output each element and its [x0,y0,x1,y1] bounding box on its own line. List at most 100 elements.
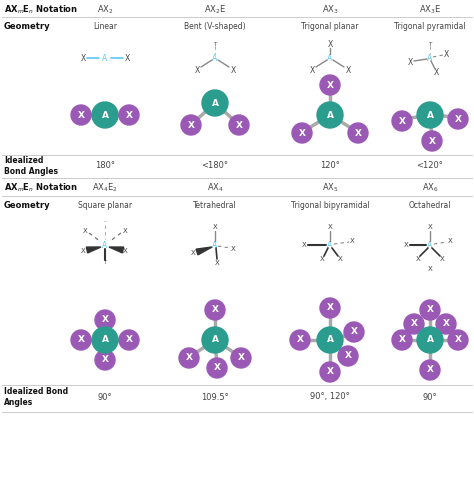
Circle shape [317,102,343,128]
Text: X: X [428,266,432,272]
Text: X: X [443,49,448,58]
Text: A: A [428,240,433,250]
Text: Tetrahedral: Tetrahedral [193,201,237,209]
Text: A: A [102,240,108,250]
Circle shape [119,330,139,350]
Text: X: X [299,128,306,137]
Text: X: X [126,111,133,119]
Text: X: X [337,256,342,262]
Text: Idealized Bond
Angles: Idealized Bond Angles [4,387,68,408]
Text: X: X [78,335,84,344]
Circle shape [422,131,442,151]
Text: X: X [447,238,452,244]
Text: ..: .. [103,218,107,224]
Circle shape [95,350,115,370]
Text: X: X [185,354,192,363]
Text: X: X [194,66,200,75]
Text: 90°: 90° [98,392,112,401]
Text: X: X [433,68,438,77]
Text: A: A [427,111,434,119]
Text: <120°: <120° [417,161,444,171]
Circle shape [392,330,412,350]
Text: X: X [213,224,218,230]
Circle shape [417,102,443,128]
Text: Trigonal planar: Trigonal planar [301,22,359,31]
Text: AX$_4$E$_2$: AX$_4$E$_2$ [92,182,118,194]
Text: X: X [81,248,85,254]
Text: X: X [328,39,333,48]
Text: X: X [355,128,362,137]
Text: Square planar: Square planar [78,201,132,209]
Text: X: X [404,242,409,248]
Text: X: X [327,304,334,312]
Text: X: X [188,121,194,129]
Circle shape [71,105,91,125]
Text: AX$_3$E: AX$_3$E [419,4,441,16]
Text: A: A [212,54,218,62]
Circle shape [205,300,225,320]
Text: X: X [427,306,434,315]
Circle shape [119,105,139,125]
Text: Trigonal pyramidal: Trigonal pyramidal [394,22,466,31]
Text: X: X [346,66,351,75]
Circle shape [229,115,249,135]
Text: X: X [101,355,109,365]
Text: X: X [428,224,432,230]
Text: X: X [230,66,236,75]
Text: X: X [81,54,86,62]
Circle shape [95,310,115,330]
Text: X: X [407,57,413,67]
Circle shape [417,327,443,353]
Text: Geometry: Geometry [4,22,51,31]
Text: 90°, 120°: 90°, 120° [310,392,350,401]
Circle shape [344,322,364,342]
Text: A: A [212,240,218,250]
Text: X: X [410,319,418,329]
Text: A: A [211,335,219,344]
Text: T: T [428,42,432,46]
Text: X: X [215,260,219,266]
Text: X: X [237,354,245,363]
Circle shape [448,330,468,350]
Text: X: X [310,66,315,75]
Text: Octahedral: Octahedral [409,201,451,209]
Text: AX$_m$E$_n$ Notation: AX$_m$E$_n$ Notation [4,182,78,194]
Text: X: X [350,328,357,337]
Circle shape [71,330,91,350]
Text: X: X [443,319,449,329]
Text: X: X [455,335,462,344]
Circle shape [320,298,340,318]
Text: AX$_2$: AX$_2$ [97,4,113,16]
Text: A: A [327,111,334,119]
Text: A: A [211,99,219,107]
Text: AX$_4$: AX$_4$ [207,182,223,194]
Text: X: X [101,316,109,324]
Text: X: X [211,306,219,315]
Polygon shape [196,247,212,255]
Text: A: A [102,54,108,62]
Text: Bent (V-shaped): Bent (V-shaped) [184,22,246,31]
Text: AX$_5$: AX$_5$ [322,182,338,194]
Text: X: X [427,365,434,375]
Circle shape [420,360,440,380]
Text: A: A [101,335,109,344]
Text: A: A [101,111,109,119]
Text: AX$_6$: AX$_6$ [421,182,438,194]
Circle shape [348,123,368,143]
Text: Linear: Linear [93,22,117,31]
Text: A: A [327,335,334,344]
Text: 90°: 90° [423,392,438,401]
Text: X: X [123,248,128,254]
Circle shape [92,327,118,353]
Circle shape [392,111,412,131]
Text: X: X [124,54,129,62]
Circle shape [92,102,118,128]
Text: A: A [428,54,433,62]
Text: X: X [319,256,324,262]
Text: 180°: 180° [95,161,115,171]
Text: A: A [328,240,333,250]
Text: X: X [82,228,87,234]
Text: AX$_2$E: AX$_2$E [204,4,226,16]
Text: Geometry: Geometry [4,201,51,209]
Text: 120°: 120° [320,161,340,171]
